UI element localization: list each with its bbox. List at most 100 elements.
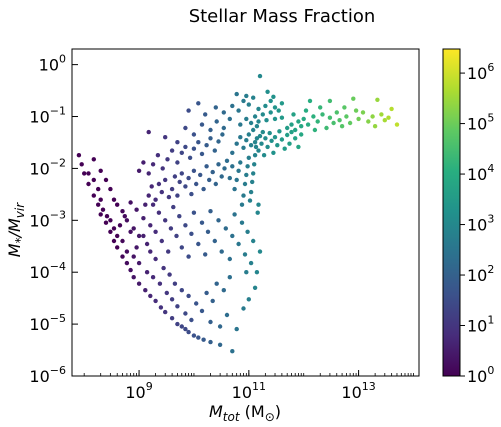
scatter-point	[234, 141, 239, 146]
scatter-point	[216, 162, 221, 167]
scatter-point	[244, 270, 249, 275]
scatter-point	[257, 133, 263, 139]
scatter-point	[98, 168, 103, 173]
scatter-point	[256, 148, 261, 153]
scatter-point	[271, 94, 276, 100]
scatter-point	[103, 220, 109, 225]
scatter-point	[96, 186, 101, 192]
scatter-point	[158, 305, 164, 310]
scatter-point	[120, 238, 125, 244]
scatter-point	[320, 112, 325, 117]
scatter-point	[263, 136, 268, 141]
scatter-point	[203, 252, 208, 257]
scatter-point	[238, 135, 243, 140]
scatter-point	[183, 144, 188, 150]
scatter-point	[303, 108, 309, 113]
scatter-point	[122, 214, 128, 219]
scatter-point	[169, 297, 175, 302]
scatter-point	[201, 186, 206, 192]
scatter-point	[98, 197, 103, 202]
scatter-point	[100, 207, 106, 212]
colorbar-ticks: 100 101 102 103 104 105 106	[460, 61, 494, 386]
y-tick-label: 10−2	[29, 156, 66, 178]
scatter-point	[196, 241, 201, 247]
scatter-point	[252, 162, 257, 167]
scatter-point	[141, 233, 146, 239]
scatter-point	[91, 193, 97, 198]
scatter-point	[255, 210, 260, 215]
scatter-point	[159, 189, 164, 195]
scatter-point	[230, 103, 235, 109]
scatter-point	[389, 106, 394, 112]
scatter-point	[76, 153, 82, 158]
scatter-point	[131, 226, 136, 231]
scatter-point	[372, 124, 378, 129]
scatter-point	[246, 102, 251, 107]
scatter-point	[353, 108, 359, 113]
scatter-point	[227, 256, 232, 262]
scatter-point	[156, 210, 162, 215]
scatter-point	[208, 319, 213, 325]
scatter-point	[293, 127, 298, 133]
scatter-point	[143, 202, 148, 207]
scatter-point	[238, 160, 243, 165]
scatter-point	[272, 105, 278, 110]
scatter-point	[276, 108, 281, 113]
scatter-point	[179, 171, 184, 176]
scatter-point	[172, 174, 178, 179]
scatter-point	[146, 129, 151, 135]
scatter-point	[175, 304, 180, 309]
scatter-point	[268, 110, 273, 115]
scatter-point	[232, 212, 237, 217]
scatter-point	[252, 114, 258, 119]
scatter-point	[277, 129, 282, 134]
scatter-point	[177, 179, 182, 185]
scatter-point	[257, 249, 263, 254]
scatter-point	[220, 132, 225, 137]
scatter-point	[124, 249, 130, 254]
scatter-point	[111, 226, 117, 231]
scatter-point	[144, 241, 150, 247]
scatter-point	[191, 132, 197, 137]
scatter-point	[217, 342, 223, 347]
scatter-point	[183, 184, 188, 189]
scatter-point	[216, 218, 221, 223]
scatter-point	[86, 171, 91, 176]
scatter-point	[179, 288, 184, 293]
scatter-point	[246, 297, 251, 302]
scatter-point	[379, 112, 384, 117]
scatter-point	[234, 91, 239, 97]
scatter-point	[124, 260, 130, 266]
scatter-point	[236, 108, 241, 113]
scatter-point	[150, 275, 156, 280]
scatter-point	[230, 164, 235, 169]
y-tick-label: 10−4	[29, 260, 66, 282]
scatter-point	[238, 122, 243, 127]
x-tick-label: 1011	[232, 380, 266, 402]
scatter-point	[191, 210, 197, 215]
scatter-point	[175, 160, 180, 165]
scatter-point	[251, 238, 256, 244]
scatter-point	[246, 132, 251, 137]
scatter-point	[299, 124, 304, 129]
colorbar-tick-label: 106	[467, 61, 494, 83]
scatter-point	[214, 119, 219, 124]
scatter-point	[79, 162, 84, 167]
scatter-point	[234, 177, 239, 183]
scatter-point	[175, 193, 180, 198]
scatter-point	[128, 200, 133, 205]
scatter-point	[199, 308, 205, 314]
colorbar-tick-label: 101	[467, 314, 494, 336]
y-axis: 10−6 10−5 10−4 10−3 10−2 10−1 100	[29, 53, 78, 386]
scatter-point	[160, 166, 165, 171]
scatter-point	[150, 162, 156, 167]
scatter-point	[155, 153, 161, 158]
scatter-point	[245, 164, 250, 169]
scatter-point	[199, 122, 205, 127]
scatter-point	[136, 233, 142, 239]
scatter-point	[244, 116, 249, 122]
scatter-point	[166, 194, 172, 200]
scatter-point	[227, 275, 232, 280]
scatter-point	[334, 110, 339, 115]
scatter-point	[221, 288, 226, 293]
